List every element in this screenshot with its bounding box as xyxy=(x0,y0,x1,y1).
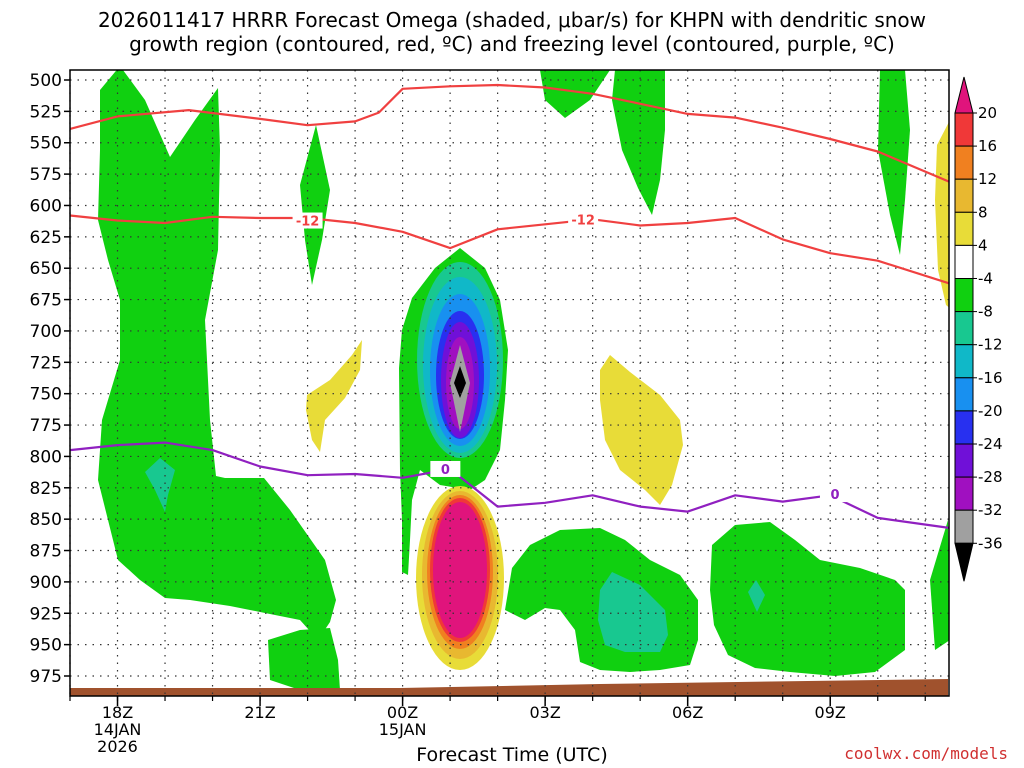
y-axis: 500 525 550 575 600 625 650 675 700 725 750 775 800 8… xyxy=(30,71,70,687)
contour-label-freezing-level: 0 xyxy=(830,488,839,503)
omega-shade-green-far-right-2 xyxy=(930,520,949,650)
x-tick-year: 2026 xyxy=(97,737,138,756)
x-tick-date: 15JAN xyxy=(379,720,427,739)
y-tick-label: 600 xyxy=(30,196,62,216)
omega-shade-teal-2 xyxy=(598,572,668,652)
omega-shade-green-top-mid xyxy=(540,70,610,118)
colorbar-bin xyxy=(954,476,974,511)
colorbar-bin xyxy=(954,145,974,180)
colorbar-bin xyxy=(954,311,974,346)
x-tick-label: 03Z xyxy=(529,703,560,722)
contour-freezing-level xyxy=(69,441,950,529)
x-tick-label: 21Z xyxy=(244,703,275,722)
colorbar-label: -28 xyxy=(978,468,1003,486)
colorbar-label: 16 xyxy=(978,137,997,155)
colorbar-label: -12 xyxy=(978,336,1003,354)
ground-surface xyxy=(70,679,948,696)
contour-label-dgz-lower: -12 xyxy=(296,215,320,230)
omega-shade-green-top-right xyxy=(612,70,665,215)
y-tick-label: 900 xyxy=(30,573,62,593)
omega-shade-green-bottom-left xyxy=(268,628,340,690)
y-tick-label: 650 xyxy=(30,259,62,279)
y-tick-label: 850 xyxy=(30,510,62,530)
omega-shade-core-black xyxy=(454,366,466,398)
colorbar-bin xyxy=(954,542,974,582)
colorbar-bin xyxy=(954,344,974,379)
y-tick-label: 575 xyxy=(30,165,62,185)
x-tick-label: 18Z xyxy=(102,703,133,722)
omega-shade-green-left xyxy=(98,70,336,640)
colorbar-label: -24 xyxy=(978,435,1003,453)
shaded-omega-field xyxy=(98,70,949,690)
colorbar-label: -4 xyxy=(978,270,993,288)
y-tick-label: 675 xyxy=(30,291,62,311)
colorbar-bin xyxy=(954,443,974,478)
colorbar-label: -36 xyxy=(978,534,1003,552)
colorbar: 20 16 12 8 4 -4 -8 -12 -16 -20 -24 -28 -32 -36 xyxy=(954,76,1003,582)
colorbar-bin xyxy=(954,112,974,147)
x-tick-date: 14JAN xyxy=(94,720,142,739)
x-tick-label: 09Z xyxy=(815,703,846,722)
y-tick-label: 700 xyxy=(30,322,62,342)
omega-shade-yellow-3 xyxy=(935,121,949,308)
colorbar-bin xyxy=(954,509,974,544)
y-tick-label: 825 xyxy=(30,479,62,499)
colorbar-bin xyxy=(954,244,974,279)
colorbar-label: -20 xyxy=(978,402,1003,420)
x-tick-label: 06Z xyxy=(672,703,703,722)
contour-lines: -12 -12 0 0 xyxy=(69,83,950,529)
y-tick-label: 925 xyxy=(30,604,62,624)
contour-label-bg xyxy=(292,212,323,229)
contour-dgz-upper xyxy=(69,83,950,183)
colorbar-label: 4 xyxy=(978,236,988,254)
source-credit: coolwx.com/models xyxy=(844,744,1008,763)
colorbar-label: 8 xyxy=(978,203,988,221)
y-tick-label: 950 xyxy=(30,636,62,656)
y-tick-label: 775 xyxy=(30,416,62,436)
omega-shade-teal-3 xyxy=(748,580,765,612)
contour-label-freezing-level: 0 xyxy=(441,463,450,478)
contour-label-bg xyxy=(568,211,599,228)
contour-label-bg xyxy=(430,460,461,477)
colorbar-label: -32 xyxy=(978,501,1003,519)
chart-title-line-1: 2026011417 HRRR Forecast Omega (shaded, … xyxy=(97,8,927,32)
x-axis-title: Forecast Time (UTC) xyxy=(416,744,608,766)
colorbar-label: -16 xyxy=(978,369,1003,387)
colorbar-bin xyxy=(954,211,974,246)
x-tick-label: 00Z xyxy=(387,703,418,722)
y-tick-label: 875 xyxy=(30,542,62,562)
y-tick-label: 625 xyxy=(30,228,62,248)
colorbar-label: 12 xyxy=(978,170,997,188)
colorbar-label: 20 xyxy=(978,104,997,122)
omega-shade-sink-magenta xyxy=(433,502,487,638)
plot-frame xyxy=(69,69,950,697)
contour-label-dgz-lower: -12 xyxy=(571,213,595,228)
y-tick-label: 525 xyxy=(30,102,62,122)
contour-dgz-lower xyxy=(69,214,950,285)
colorbar-label: -8 xyxy=(978,303,993,321)
colorbar-bin xyxy=(954,76,974,114)
omega-shade-green-lower-right xyxy=(710,522,905,676)
colorbar-bin xyxy=(954,278,974,313)
y-tick-label: 750 xyxy=(30,385,62,405)
chart-title-line-2: growth region (contoured, red, ºC) and f… xyxy=(129,32,895,56)
y-tick-label: 500 xyxy=(30,71,62,91)
y-tick-label: 550 xyxy=(30,134,62,154)
contour-label-bg xyxy=(819,486,850,503)
y-tick-label: 800 xyxy=(30,447,62,467)
colorbar-bin xyxy=(954,178,974,213)
omega-shade-green-spike xyxy=(300,125,330,285)
omega-shade-green-far-right-1 xyxy=(878,70,910,255)
y-tick-label: 725 xyxy=(30,353,62,373)
omega-shade-yellow-1 xyxy=(306,340,362,452)
y-tick-label: 975 xyxy=(30,667,62,687)
omega-shade-teal-1 xyxy=(145,458,175,512)
colorbar-bin xyxy=(954,377,974,412)
omega-shade-yellow-2 xyxy=(600,355,683,505)
colorbar-bin xyxy=(954,410,974,445)
